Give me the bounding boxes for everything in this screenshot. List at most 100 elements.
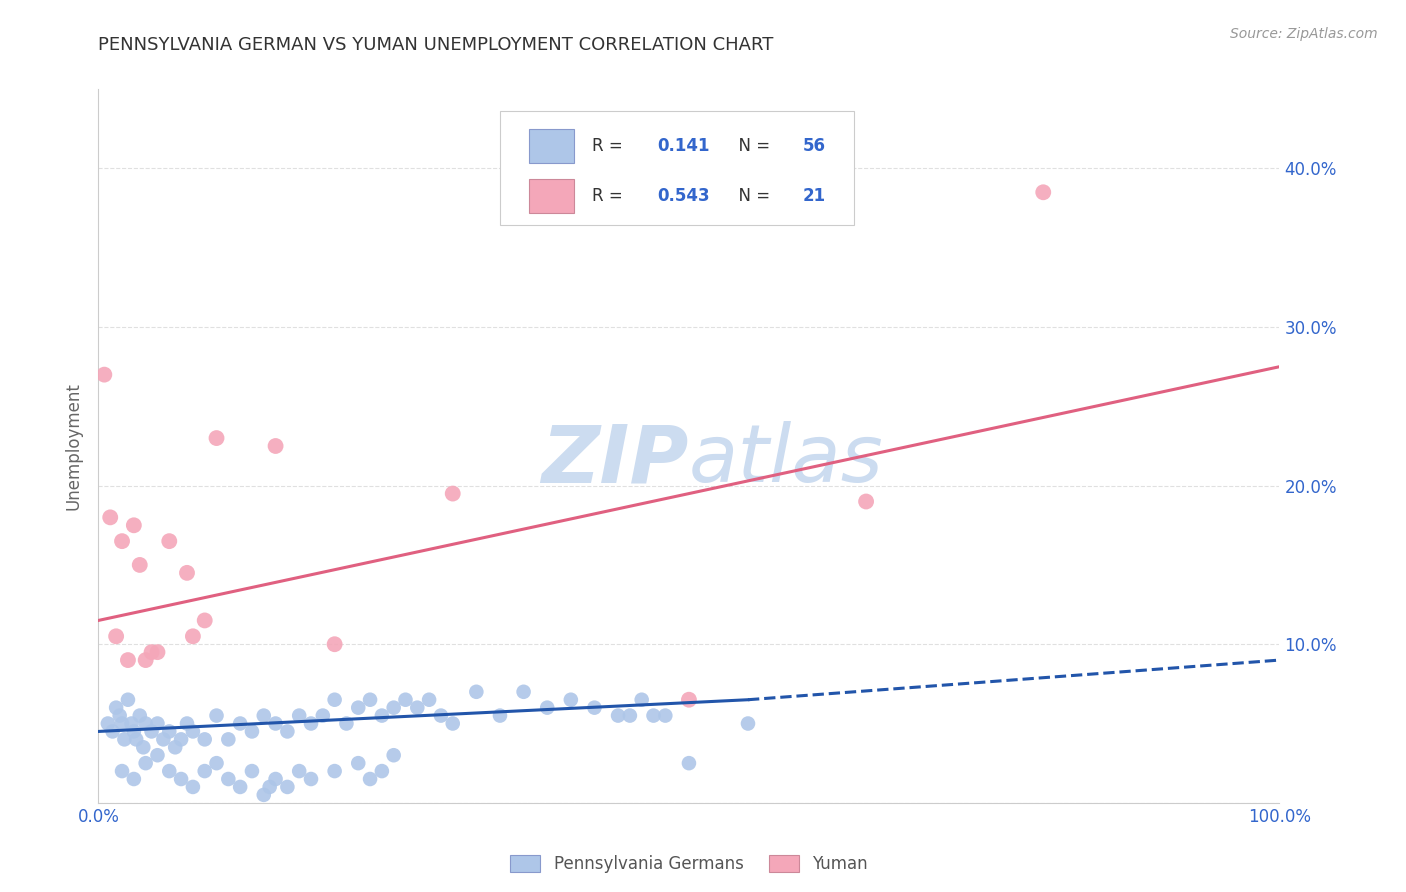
Point bbox=[194, 614, 217, 628]
Point bbox=[157, 764, 180, 778]
Point bbox=[181, 724, 204, 739]
Point bbox=[205, 431, 228, 445]
Point bbox=[157, 724, 180, 739]
Point bbox=[135, 653, 157, 667]
Point bbox=[128, 708, 150, 723]
Point bbox=[371, 764, 394, 778]
Point bbox=[253, 788, 276, 802]
Point bbox=[101, 724, 124, 739]
FancyBboxPatch shape bbox=[501, 111, 855, 225]
Point bbox=[512, 685, 534, 699]
Point bbox=[170, 732, 193, 747]
Point bbox=[122, 518, 145, 533]
Point bbox=[359, 692, 381, 706]
Point bbox=[276, 780, 298, 794]
Point bbox=[323, 637, 346, 651]
Point bbox=[240, 764, 263, 778]
Point bbox=[181, 780, 204, 794]
Point bbox=[678, 692, 700, 706]
Point bbox=[276, 724, 298, 739]
Point bbox=[382, 748, 405, 763]
Point bbox=[229, 780, 252, 794]
Point bbox=[97, 716, 120, 731]
Point bbox=[441, 716, 464, 731]
Point bbox=[394, 692, 416, 706]
Point bbox=[382, 700, 405, 714]
Point bbox=[299, 772, 322, 786]
Point bbox=[654, 708, 676, 723]
Point bbox=[176, 566, 198, 580]
Text: PENNSYLVANIA GERMAN VS YUMAN UNEMPLOYMENT CORRELATION CHART: PENNSYLVANIA GERMAN VS YUMAN UNEMPLOYMEN… bbox=[98, 36, 773, 54]
Text: ZIP: ZIP bbox=[541, 421, 689, 500]
Text: N =: N = bbox=[728, 136, 775, 154]
Point bbox=[157, 534, 180, 549]
Point bbox=[146, 748, 169, 763]
Point bbox=[323, 764, 346, 778]
Point bbox=[536, 700, 558, 714]
Text: R =: R = bbox=[592, 136, 628, 154]
Text: 0.141: 0.141 bbox=[657, 136, 710, 154]
Point bbox=[347, 700, 370, 714]
Point bbox=[128, 558, 150, 572]
Point bbox=[312, 708, 335, 723]
Point bbox=[117, 692, 139, 706]
Point bbox=[299, 716, 322, 731]
Point bbox=[347, 756, 370, 771]
Point bbox=[93, 368, 115, 382]
Point bbox=[217, 772, 239, 786]
Point bbox=[165, 740, 187, 755]
Point bbox=[111, 764, 134, 778]
Point bbox=[406, 700, 429, 714]
Point bbox=[146, 645, 169, 659]
Point bbox=[105, 700, 128, 714]
FancyBboxPatch shape bbox=[530, 128, 575, 163]
Point bbox=[135, 716, 157, 731]
Point bbox=[430, 708, 453, 723]
Point bbox=[121, 716, 143, 731]
Point bbox=[181, 629, 204, 643]
Point bbox=[264, 439, 287, 453]
Point bbox=[1032, 186, 1054, 200]
Text: Source: ZipAtlas.com: Source: ZipAtlas.com bbox=[1230, 27, 1378, 41]
Point bbox=[737, 716, 759, 731]
FancyBboxPatch shape bbox=[530, 178, 575, 213]
Point bbox=[105, 629, 128, 643]
Point bbox=[112, 732, 135, 747]
Point bbox=[371, 708, 394, 723]
Point bbox=[141, 645, 163, 659]
Point bbox=[205, 756, 228, 771]
Point bbox=[630, 692, 652, 706]
Point bbox=[132, 740, 155, 755]
Point bbox=[125, 732, 148, 747]
Point bbox=[217, 732, 239, 747]
Point bbox=[152, 732, 174, 747]
Point bbox=[678, 756, 700, 771]
Point bbox=[619, 708, 641, 723]
Point bbox=[489, 708, 512, 723]
Point bbox=[418, 692, 440, 706]
Point bbox=[607, 708, 630, 723]
Point bbox=[205, 708, 228, 723]
Point bbox=[465, 685, 488, 699]
Point bbox=[108, 708, 131, 723]
Point bbox=[264, 772, 287, 786]
Text: 56: 56 bbox=[803, 136, 825, 154]
Text: 21: 21 bbox=[803, 186, 825, 204]
Point bbox=[122, 772, 145, 786]
Point bbox=[583, 700, 606, 714]
Text: R =: R = bbox=[592, 186, 628, 204]
Point bbox=[117, 653, 139, 667]
Point bbox=[643, 708, 665, 723]
Point bbox=[135, 756, 157, 771]
Point bbox=[141, 724, 163, 739]
Text: atlas: atlas bbox=[689, 421, 884, 500]
Point bbox=[441, 486, 464, 500]
Point bbox=[335, 716, 357, 731]
Point bbox=[176, 716, 198, 731]
Point bbox=[264, 716, 287, 731]
Point bbox=[122, 724, 145, 739]
Y-axis label: Unemployment: Unemployment bbox=[65, 382, 83, 510]
Point bbox=[194, 764, 217, 778]
Point bbox=[111, 716, 134, 731]
Legend: Pennsylvania Germans, Yuman: Pennsylvania Germans, Yuman bbox=[503, 848, 875, 880]
